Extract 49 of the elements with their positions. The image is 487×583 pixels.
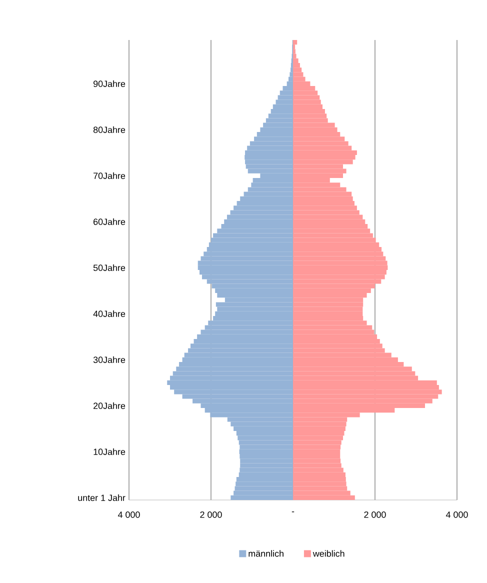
x-tick-label: 2 000 [364, 511, 386, 518]
bar [244, 154, 293, 160]
bar [282, 86, 293, 91]
y-tick-label: 70Jahre [94, 172, 126, 179]
y-tick-label: 80Jahre [93, 126, 126, 133]
bar [292, 108, 325, 114]
legend-label: männlich [248, 550, 284, 557]
bar [292, 200, 354, 206]
bar [292, 86, 316, 91]
bar [292, 384, 439, 390]
bar [292, 224, 368, 229]
y-tick-label: 60Jahre [94, 218, 126, 225]
bar [292, 430, 344, 436]
y-tick-label: 50Jahre [93, 264, 126, 271]
bar [292, 154, 356, 160]
bar [236, 430, 293, 436]
bar [292, 270, 386, 275]
bar [292, 316, 364, 321]
bar [292, 292, 367, 298]
bar [292, 338, 380, 344]
bar [292, 62, 300, 68]
x-tick-label: 2 000 [200, 511, 222, 518]
y-tick-label: 40Jahre [93, 310, 126, 317]
bar [292, 40, 298, 45]
bar [230, 495, 293, 500]
y-tick-label: unter 1 Jahr [78, 494, 126, 501]
bar [179, 362, 293, 367]
y-tick-label: 30Jahre [93, 356, 126, 363]
bar [292, 495, 355, 500]
bar [256, 132, 293, 137]
bar [221, 224, 293, 229]
bar [206, 246, 293, 252]
y-tick-label: 20Jahre [94, 402, 126, 409]
bar [270, 108, 293, 114]
bar [236, 200, 293, 206]
bar [194, 338, 293, 344]
x-tick-label: 4 000 [446, 511, 468, 518]
bar [217, 292, 293, 298]
bar [170, 384, 293, 390]
bar [200, 270, 293, 275]
x-tick-label: - [292, 511, 294, 512]
y-tick-label: 90Jahre [94, 80, 126, 87]
bar [292, 246, 382, 252]
bar [204, 408, 293, 413]
y-tick-label: 10Jahre [94, 448, 126, 455]
x-tick-label: 4 000 [118, 511, 140, 518]
bar [252, 178, 293, 183]
bar [292, 132, 340, 137]
legend-label: weiblich [312, 550, 344, 557]
